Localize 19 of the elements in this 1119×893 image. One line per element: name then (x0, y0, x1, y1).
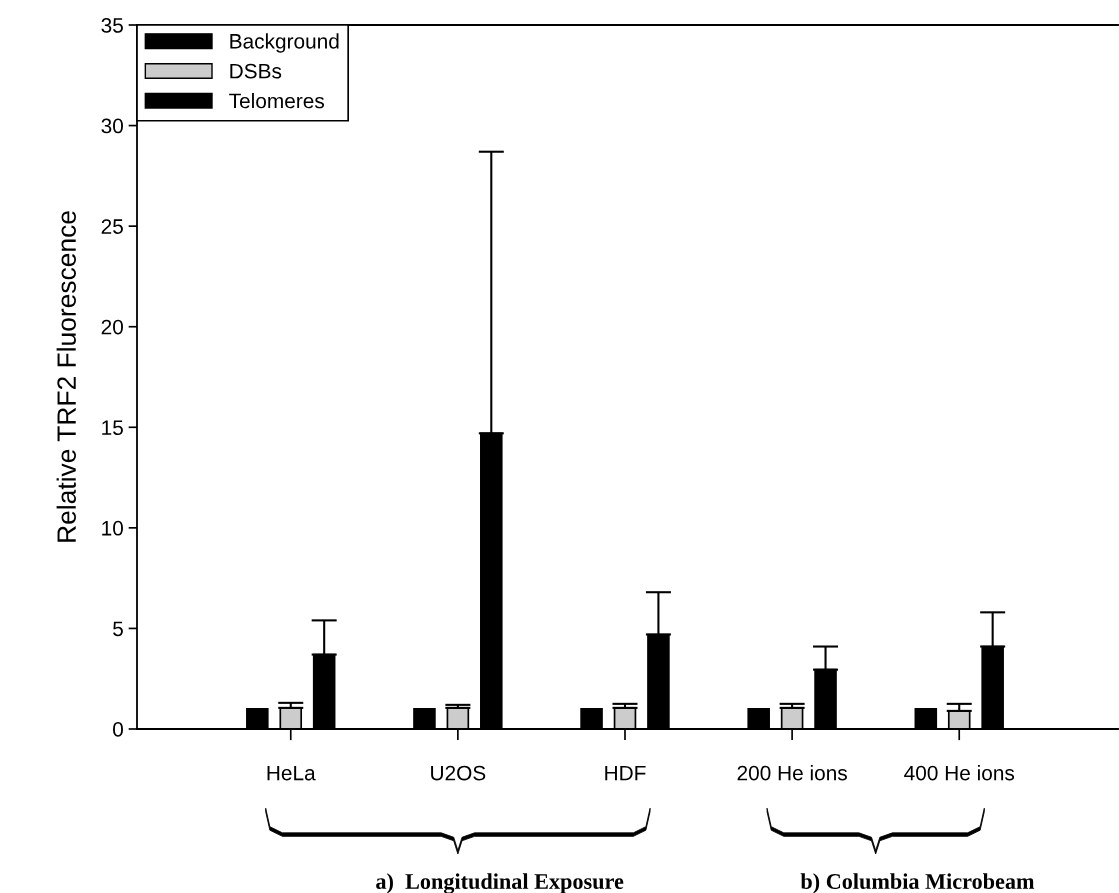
x-tick-label: HDF (605, 765, 646, 781)
x-tick-label: HeLa (267, 765, 316, 781)
y-tick-label: 0 (113, 722, 123, 737)
y-tick-label: 20 (101, 319, 123, 335)
x-tick-label: U2OS (431, 765, 486, 781)
y-tick-label: 10 (102, 520, 123, 536)
legend-label: Telomeres (229, 93, 325, 109)
text: b) Columbia Microbeam (800, 873, 1035, 893)
y-tick-label: 35 (101, 18, 123, 33)
y-tick-label: 5 (113, 621, 123, 637)
x-tick-label: 200 He ions (737, 765, 847, 781)
y-axis-title: Relative TRF2 Fluorescence (56, 211, 76, 542)
x-tick-label: 400 He ions (904, 765, 1015, 781)
legend-label: DSBs (230, 63, 282, 79)
y-tick-label: 15 (102, 420, 123, 436)
y-tick-label: 30 (101, 118, 123, 134)
y-tick-label: 25 (101, 219, 123, 234)
legend-label: Background (230, 33, 339, 53)
text: a) Longitudinal Exposure (376, 873, 624, 893)
